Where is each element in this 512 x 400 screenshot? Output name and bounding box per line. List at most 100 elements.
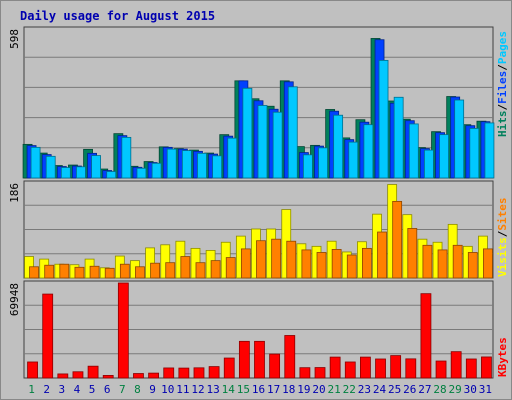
bar-kbytes-day-25: [390, 355, 402, 379]
legend-item-pages: Pages: [496, 31, 509, 64]
bar-sites-day-9: [150, 262, 160, 279]
day-label-19: 19: [297, 383, 310, 396]
bar-sites-day-2: [44, 264, 55, 279]
legend-item-files: Files: [496, 71, 509, 104]
bar-sites-day-31: [483, 248, 493, 279]
bar-pages-day-10: [166, 148, 177, 179]
day-label-18: 18: [282, 383, 295, 396]
day-label-7: 7: [119, 383, 126, 396]
bar-pages-day-24: [378, 59, 389, 179]
legend-bottom: KBytes: [496, 337, 509, 377]
bar-sites-day-18: [286, 240, 297, 279]
bar-pages-day-30: [469, 128, 480, 179]
day-label-10: 10: [161, 383, 174, 396]
bar-pages-day-15: [242, 87, 253, 179]
bar-kbytes-day-30: [465, 358, 477, 379]
day-label-5: 5: [89, 383, 96, 396]
bar-kbytes-day-6: [102, 375, 114, 379]
bar-kbytes-day-31: [481, 356, 492, 379]
bar-pages-day-14: [227, 137, 238, 179]
bar-sites-day-7: [119, 263, 130, 279]
bar-sites-day-13: [210, 260, 221, 279]
bar-kbytes-day-26: [405, 358, 417, 379]
bar-pages-day-17: [272, 111, 283, 179]
bar-kbytes-day-21: [329, 356, 341, 379]
bar-sites-day-16: [256, 240, 266, 279]
bar-sites-day-21: [331, 248, 342, 279]
bar-pages-day-28: [439, 134, 449, 179]
day-label-13: 13: [206, 383, 219, 396]
bar-pages-day-18: [287, 86, 298, 179]
day-label-8: 8: [134, 383, 141, 396]
bar-pages-day-9: [151, 162, 162, 179]
day-label-23: 23: [358, 383, 371, 396]
day-label-3: 3: [59, 383, 66, 396]
bar-sites-day-28: [437, 249, 448, 279]
bar-kbytes-day-18: [284, 335, 296, 379]
bar-kbytes-day-5: [87, 365, 99, 379]
day-label-28: 28: [433, 383, 446, 396]
bar-pages-day-3: [60, 167, 71, 179]
bar-pages-day-4: [76, 166, 86, 179]
bar-sites-day-19: [301, 249, 312, 279]
bar-sites-day-4: [74, 266, 85, 279]
bar-sites-day-14: [225, 257, 236, 279]
bar-pages-day-27: [424, 149, 434, 179]
bar-kbytes-day-1: [27, 361, 38, 379]
legend-item-sites: Sites: [496, 198, 509, 231]
day-label-27: 27: [418, 383, 431, 396]
bar-kbytes-day-17: [269, 353, 281, 379]
bar-kbytes-day-13: [208, 366, 220, 379]
bar-sites-day-27: [422, 244, 433, 279]
bar-kbytes-day-3: [57, 373, 69, 379]
bar-sites-day-22: [346, 254, 357, 279]
day-label-26: 26: [403, 383, 416, 396]
bar-sites-day-10: [165, 262, 176, 279]
bar-kbytes-day-9: [148, 372, 159, 379]
bar-kbytes-day-23: [360, 356, 371, 379]
bar-kbytes-day-7: [117, 282, 129, 379]
bar-kbytes-day-20: [314, 367, 326, 379]
day-label-20: 20: [312, 383, 325, 396]
bar-kbytes-day-19: [299, 367, 311, 379]
bar-sites-day-11: [180, 256, 191, 279]
bar-pages-day-13: [212, 155, 223, 179]
bar-sites-day-15: [240, 248, 251, 279]
day-label-29: 29: [449, 383, 462, 396]
bar-sites-day-23: [362, 247, 372, 279]
day-label-30: 30: [464, 383, 477, 396]
y-max-label: 186: [8, 183, 21, 203]
bar-pages-day-8: [136, 167, 147, 179]
bar-sites-day-29: [452, 244, 463, 279]
bar-sites-day-24: [377, 231, 387, 279]
bar-pages-day-1: [30, 146, 41, 179]
day-label-4: 4: [74, 383, 81, 396]
bar-kbytes-day-4: [72, 371, 84, 379]
y-max-label: 598: [8, 29, 21, 49]
day-label-1: 1: [28, 383, 35, 396]
bar-pages-day-12: [197, 152, 207, 179]
bar-sites-day-8: [135, 266, 145, 279]
bar-kbytes-day-15: [238, 340, 250, 379]
legend-separator: /: [496, 230, 509, 237]
day-label-17: 17: [267, 383, 280, 396]
bar-pages-day-19: [302, 154, 313, 179]
bar-pages-day-22: [348, 141, 359, 179]
y-max-label: 69948: [8, 283, 21, 316]
bar-kbytes-day-28: [435, 360, 447, 379]
bar-sites-day-6: [104, 267, 115, 279]
bar-kbytes-day-27: [420, 293, 432, 379]
bar-kbytes-day-8: [133, 373, 144, 379]
bar-sites-day-17: [271, 238, 282, 279]
day-label-22: 22: [343, 383, 356, 396]
legend-middle: Visits/Sites: [496, 198, 509, 278]
bar-kbytes-day-14: [223, 357, 235, 379]
bar-pages-day-6: [106, 171, 117, 179]
day-label-15: 15: [237, 383, 250, 396]
bar-kbytes-day-11: [178, 367, 190, 379]
bar-pages-day-16: [257, 105, 268, 179]
bar-sites-day-1: [29, 266, 39, 279]
day-label-24: 24: [373, 383, 387, 396]
